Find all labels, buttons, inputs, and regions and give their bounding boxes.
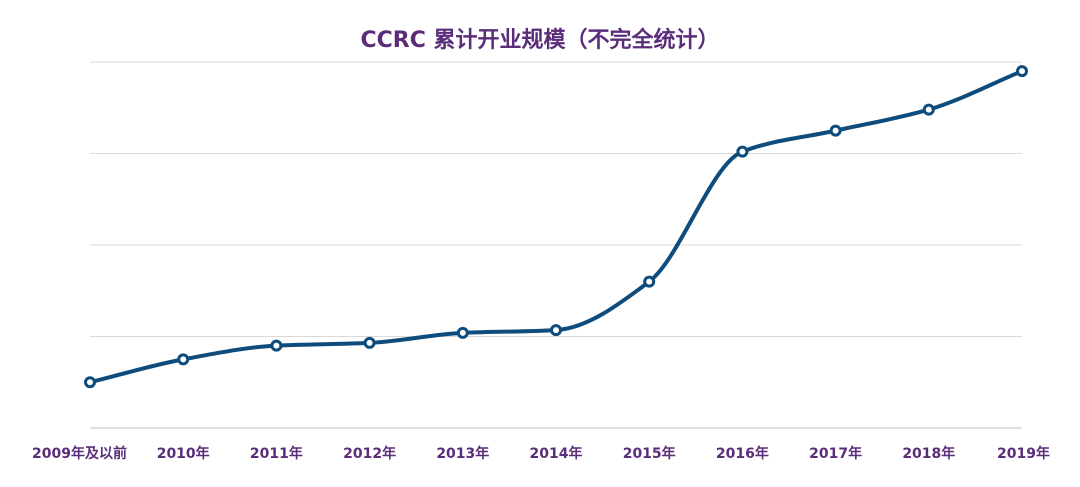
x-tick-label: 2012年 bbox=[343, 445, 396, 462]
data-point-2 bbox=[270, 339, 283, 352]
data-point-6 bbox=[643, 275, 656, 288]
data-point-4 bbox=[456, 326, 469, 339]
x-axis-tick-labels: 2009年及以前 2010年 2011年 2012年 2013年 2014年 2015年 20… bbox=[32, 445, 1050, 462]
x-tick-label: 2011年 bbox=[250, 445, 303, 462]
x-tick-label: 2014年 bbox=[530, 445, 583, 462]
x-tick-label: 2009年及以前 bbox=[32, 445, 127, 462]
x-tick-label: 2013年 bbox=[436, 445, 489, 462]
x-tick-label: 2017年 bbox=[809, 445, 862, 462]
x-tick-label: 2015年 bbox=[623, 445, 676, 462]
data-point-7 bbox=[736, 145, 749, 158]
x-tick-label: 2019年 bbox=[997, 445, 1050, 462]
data-point-3 bbox=[363, 336, 376, 349]
x-tick-label: 2010年 bbox=[157, 445, 210, 462]
data-points bbox=[84, 65, 1028, 389]
data-point-5 bbox=[550, 324, 562, 337]
x-tick-label: 2016年 bbox=[716, 445, 769, 462]
data-point-1 bbox=[177, 353, 190, 366]
data-point-8 bbox=[829, 124, 842, 137]
data-point-10 bbox=[1016, 65, 1028, 78]
series-line bbox=[88, 69, 1024, 385]
data-point-9 bbox=[922, 103, 935, 116]
chart-title: CCRC 累计开业规模（不完全统计） bbox=[360, 28, 720, 53]
x-tick-label: 2018年 bbox=[902, 445, 955, 462]
gridlines bbox=[90, 61, 1022, 429]
data-point-0 bbox=[84, 376, 96, 389]
